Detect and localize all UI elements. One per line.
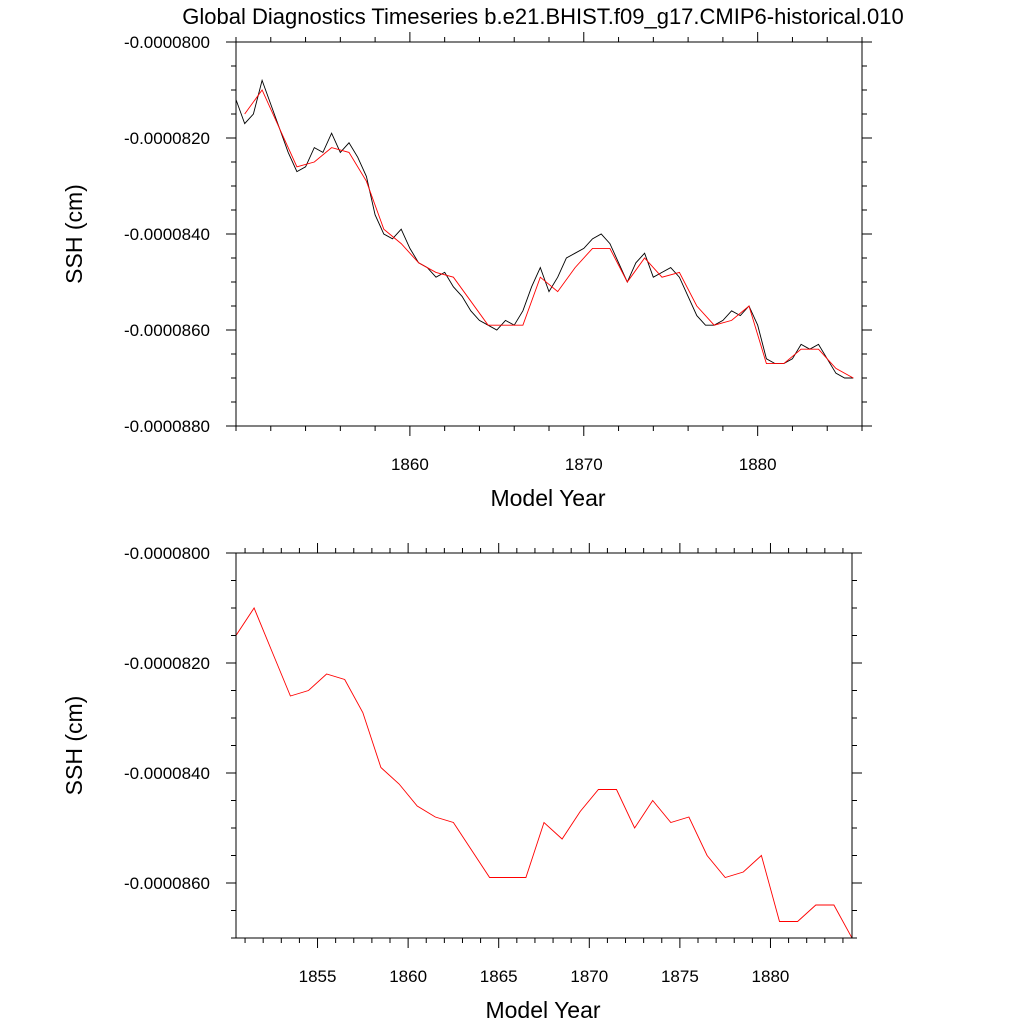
y-tick-label: -0.0000840 xyxy=(124,225,210,244)
y-tick-label: -0.0000840 xyxy=(124,764,210,783)
series-line-annual xyxy=(236,607,852,938)
x-axis-title: Model Year xyxy=(485,997,600,1023)
y-tick-label: -0.0000820 xyxy=(124,654,210,673)
x-tick-label: 1875 xyxy=(661,967,699,986)
figure-title: Global Diagnostics Timeseries b.e21.BHIS… xyxy=(182,4,903,29)
y-axis-title: SSH (cm) xyxy=(61,696,87,796)
x-tick-label: 1865 xyxy=(480,967,518,986)
y-tick-label: -0.0000800 xyxy=(124,33,210,52)
x-tick-label: 1870 xyxy=(570,967,608,986)
x-axis-title: Model Year xyxy=(490,485,605,511)
panel-top: 1860 1870 1880 -0.0000800 -0.0000820 -0.00008… xyxy=(61,32,872,511)
x-tick-label: 1880 xyxy=(739,455,777,474)
y-tick-label: -0.0000880 xyxy=(124,417,210,436)
series-line-annual xyxy=(244,89,854,379)
y-axis-title: SSH (cm) xyxy=(61,184,87,284)
y-tick-label: -0.0000800 xyxy=(124,544,210,563)
y-tick-label: -0.0000860 xyxy=(124,874,210,893)
plot-frame xyxy=(235,41,863,427)
panel-bottom: 1855 1860 1865 1870 1875 1880 -0.0000800 -0.000… xyxy=(61,543,862,1023)
x-tick-label: 1860 xyxy=(389,967,427,986)
x-tick-label: 1870 xyxy=(565,455,603,474)
y-tick-label: -0.0000860 xyxy=(124,321,210,340)
x-tick-label: 1860 xyxy=(391,455,429,474)
x-tick-label: 1880 xyxy=(752,967,790,986)
series-line-monthly xyxy=(236,78,854,379)
plot-frame xyxy=(235,552,853,939)
y-tick-label: -0.0000820 xyxy=(124,129,210,148)
x-tick-label: 1855 xyxy=(299,967,337,986)
